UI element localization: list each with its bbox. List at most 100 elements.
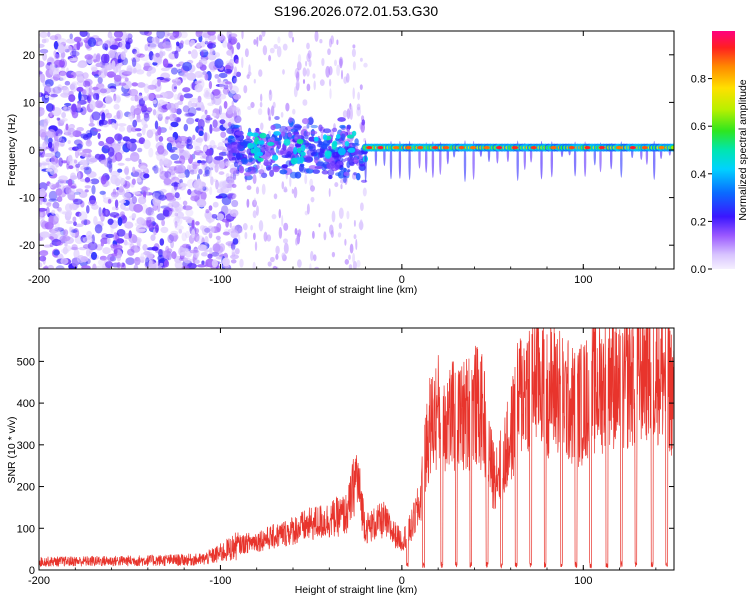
spectrogram-cell bbox=[71, 81, 79, 86]
spectrogram-cell bbox=[85, 139, 92, 147]
spectrogram-cell bbox=[168, 136, 176, 141]
spectrogram-cell bbox=[201, 260, 205, 265]
spectrogram-cell bbox=[269, 47, 275, 54]
spectrogram-cell bbox=[328, 78, 332, 87]
spectrogram-cell bbox=[53, 40, 59, 50]
spectrogram-cell bbox=[69, 226, 73, 233]
spectrogram-cell bbox=[174, 50, 179, 59]
spectrogram-cell bbox=[250, 101, 255, 109]
spectrogram-cell bbox=[281, 252, 286, 259]
spectrogram-cell bbox=[308, 136, 316, 142]
spectrogram-cell bbox=[143, 112, 150, 119]
spectrogram-cell bbox=[148, 261, 157, 269]
spectrogram-cell bbox=[139, 31, 149, 36]
spectrogram-cell bbox=[306, 83, 311, 92]
spectrogram-cell bbox=[229, 167, 238, 175]
spectrogram-cell bbox=[346, 108, 351, 120]
spectrogram-cell bbox=[141, 185, 148, 196]
spectrogram-cell bbox=[128, 230, 132, 239]
spectrogram-cell bbox=[333, 59, 338, 67]
spectrogram-cell bbox=[229, 58, 234, 67]
spectrogram-cell bbox=[65, 210, 73, 217]
spectrogram-cell bbox=[310, 250, 314, 261]
spectrogram-cell bbox=[353, 234, 357, 240]
spectrogram-cell bbox=[256, 205, 259, 216]
spectrogram-cell bbox=[39, 43, 45, 48]
spectrogram-cell bbox=[39, 231, 50, 238]
snr-panel: -200 -100 0 100 0 100 200 300 400 500 Height of … bbox=[6, 327, 675, 596]
spectrogram-cell bbox=[280, 111, 284, 118]
spectrogram-cell bbox=[100, 175, 107, 185]
spectrogram-cell bbox=[64, 80, 71, 86]
spectrogram-cell bbox=[470, 146, 476, 150]
spectrogram-cell bbox=[106, 71, 117, 78]
spectrogram-cell bbox=[266, 234, 272, 242]
spectrogram-cell bbox=[174, 203, 184, 213]
spectrogram-cell bbox=[150, 234, 156, 241]
spectrogram-cell bbox=[347, 169, 351, 173]
spectrogram-cell bbox=[230, 242, 236, 251]
snr-y-label: SNR (10 * v/v) bbox=[6, 416, 18, 483]
spectrogram-cell bbox=[222, 231, 231, 236]
spectrogram-cell bbox=[182, 61, 193, 72]
spectrogram-cell bbox=[224, 68, 233, 74]
spectrogram-cell bbox=[71, 232, 76, 238]
spectrogram-cell bbox=[110, 174, 119, 185]
spectrogram-cell bbox=[208, 168, 212, 179]
spectrogram-cell bbox=[296, 138, 304, 145]
spectrogram-cell bbox=[235, 131, 245, 136]
spectrogram-cell bbox=[41, 162, 50, 166]
spectrogram-cell bbox=[162, 58, 169, 68]
spectrogram-cell bbox=[246, 198, 250, 208]
spectrogram-cell bbox=[170, 153, 180, 161]
spectrogram-cell bbox=[63, 45, 73, 53]
spectrogram-cell bbox=[42, 197, 47, 203]
spectrogram-cell bbox=[139, 165, 148, 172]
spectrogram-cell bbox=[70, 185, 77, 189]
spectrogram-cell bbox=[49, 62, 56, 70]
spectrogram-cell bbox=[107, 31, 113, 39]
spectrogram-cell bbox=[111, 194, 117, 200]
spectrogram-cell bbox=[161, 128, 166, 133]
spectrogram-cell bbox=[57, 133, 62, 142]
spectrogram-cell bbox=[200, 50, 204, 57]
spectrogram-cell bbox=[112, 222, 118, 229]
spectrogram-cell bbox=[69, 204, 80, 209]
spectrogram-cell bbox=[191, 219, 195, 229]
spectrogram-cell bbox=[176, 164, 185, 173]
spectrogram-cell bbox=[87, 37, 97, 48]
spectrogram-cell bbox=[304, 174, 308, 185]
spectrogram-cell bbox=[252, 174, 257, 185]
spectrogram-cell bbox=[234, 115, 242, 124]
spectrogram-cell bbox=[48, 190, 58, 201]
spectrogram-cell bbox=[443, 146, 450, 150]
spectrogram-cell bbox=[66, 38, 76, 44]
spectrogram-cell bbox=[155, 113, 161, 119]
spectrogram-cell bbox=[257, 157, 264, 162]
spectrogram-cell bbox=[299, 163, 305, 168]
spectrogram-cell bbox=[223, 100, 228, 109]
spectrogram-cell bbox=[50, 229, 61, 238]
spectrogram-cell bbox=[229, 182, 232, 187]
snr-x-tick-label: -200 bbox=[28, 575, 50, 587]
spectrogram-cell bbox=[95, 54, 101, 62]
spectrogram-cell bbox=[56, 117, 60, 121]
spectrogram-cell bbox=[261, 183, 266, 195]
spectrogram-cell bbox=[310, 130, 318, 135]
spectrogram-cell bbox=[355, 172, 361, 181]
spectrogram-cell bbox=[187, 188, 192, 196]
spectrogram-cell bbox=[203, 92, 214, 100]
spectrogram-cell bbox=[213, 96, 222, 106]
spectrogram-cell bbox=[263, 231, 268, 242]
spectrogram-cell bbox=[67, 139, 71, 145]
spectrogram-cell bbox=[261, 146, 265, 152]
spectrogram-cell bbox=[193, 180, 203, 190]
spectrogram-cell bbox=[295, 143, 302, 148]
spectrogram-cell bbox=[144, 43, 148, 52]
spectrogram-cell bbox=[88, 122, 95, 127]
spectrogram-cell bbox=[314, 156, 319, 164]
spectrogram-cell bbox=[132, 235, 138, 244]
spectrogram-cell bbox=[81, 219, 91, 226]
spectrogram-cell bbox=[231, 248, 236, 257]
spectrogram-cell bbox=[297, 147, 302, 154]
